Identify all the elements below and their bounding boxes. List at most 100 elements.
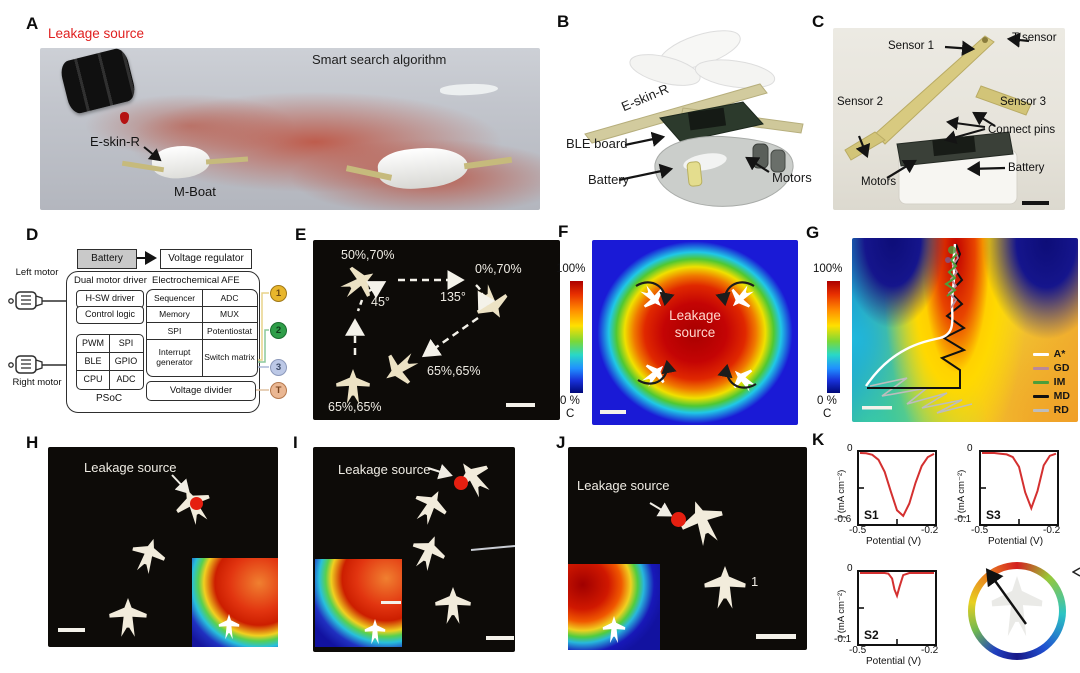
boat [405, 530, 452, 577]
s3-xtick-right: -0.2 [1043, 525, 1061, 536]
port-t: T [270, 382, 287, 399]
afe-divider-h3 [147, 339, 257, 341]
port-2: 2 [270, 322, 287, 339]
boat-2-strip-right [463, 156, 513, 170]
panel-e-photo: 50%,70% 0%,70% 45° 135° 65%,65% 65%,65% [313, 240, 560, 420]
voltage-regulator-box: Voltage regulator [160, 249, 252, 269]
legend-label: MD [1053, 390, 1070, 402]
panel-j-photo: Leakage source 1 [568, 447, 807, 650]
boat [125, 533, 170, 578]
path-rd [869, 377, 973, 414]
legend-label: RD [1053, 404, 1069, 416]
panel-g-heatmap: A* GD IM MD RD [852, 238, 1078, 422]
connect-pins-label: Connect pins [988, 124, 1056, 136]
leakage-dot [671, 512, 686, 527]
s2-curve [859, 572, 934, 644]
speed-annotation-bl: 65%,65% [328, 400, 382, 414]
afe-grid: Sequencer ADC Memory MUX SPI Potentiosta… [146, 289, 258, 377]
leakage-source-label-f-2: source [674, 325, 716, 340]
panel-i-photo: Leakage source [313, 447, 515, 652]
direction-color-wheel [968, 562, 1066, 660]
port-1: 1 [270, 285, 287, 302]
colorbar-g-top: 100% [813, 263, 843, 275]
legend-swatch [1032, 352, 1049, 356]
motors-label-c: Motors [861, 176, 897, 188]
boat [406, 483, 455, 532]
gpio-cell: GPIO [114, 356, 138, 366]
voltage-divider-box: Voltage divider [146, 381, 256, 401]
sensor2-label: Sensor 2 [837, 96, 884, 108]
oil-drop [120, 112, 129, 124]
panel-j-inset-heatmap [568, 564, 660, 650]
mboat-label: M-Boat [174, 184, 216, 199]
legend-swatch [1032, 380, 1049, 384]
colorbar-g-unit: C [823, 408, 832, 420]
leakage-source-label-i: Leakage source [338, 462, 431, 477]
legend-swatch [1032, 394, 1049, 398]
path-im [944, 253, 958, 297]
s1-ylabel: j (mA cm⁻²) [836, 469, 847, 518]
mux-cell: MUX [220, 309, 239, 319]
boat [602, 616, 626, 644]
scale-bar [486, 636, 514, 640]
panel-label-f: F [558, 222, 569, 241]
s1-curve [859, 452, 935, 524]
legend-label: IM [1053, 376, 1066, 388]
colorbar-f-bottom: 0 % [560, 395, 580, 407]
legend-swatch [1032, 408, 1049, 412]
scale-bar [506, 403, 535, 407]
control-logic-box: Control logic [76, 306, 144, 324]
colorbar-g [827, 281, 840, 393]
eskin-label-b: E-skin-R [619, 80, 671, 115]
s2-plot: S2 [857, 570, 937, 646]
path-gd [947, 249, 960, 309]
speed-annotation-mid: 65%,65% [427, 364, 481, 378]
panel-a-scene: Smart search algorithm E-skin-R M-Boat [40, 46, 540, 210]
boat-3-distant [439, 82, 499, 97]
panel-label-i: I [293, 433, 298, 452]
smart-search-label: Smart search algorithm [312, 52, 447, 67]
inset-scale-bar [381, 601, 401, 604]
leakage-source-label-j: Leakage source [577, 478, 670, 493]
panel-label-h: H [26, 433, 39, 452]
s1-xtick-right: -0.2 [921, 525, 939, 536]
panel-label-a: A [26, 14, 39, 33]
s3-ytick-top: 0 [967, 443, 973, 454]
ble-cell: BLE [84, 356, 102, 366]
leakage-source-label-f-1: Leakage [669, 308, 721, 323]
t-sensor-label: T sensor [1012, 32, 1057, 44]
boat [636, 357, 673, 394]
panel-label-b: B [557, 12, 570, 31]
s1-name: S1 [864, 508, 879, 522]
panel-f-heatmap: Leakage source [592, 240, 798, 425]
motors-label-b: Motors [772, 170, 812, 185]
psoc-grid: PWM SPI BLE GPIO CPU ADC [76, 334, 144, 390]
panel-label-d: D [26, 225, 39, 244]
s2-xtick-left: -0.5 [849, 645, 867, 656]
legend-label: GD [1053, 362, 1070, 374]
scale-bar [58, 628, 85, 632]
afe-divider-h1 [147, 306, 257, 308]
panel-c-photo: Sensor 1 T sensor Sensor 2 Sensor 3 Conn… [833, 28, 1065, 210]
path-astar [865, 243, 957, 387]
boat [364, 619, 386, 645]
leakage-dot [190, 497, 203, 510]
panel-label-g: G [806, 223, 820, 242]
leakage-source-label-h: Leakage source [84, 460, 177, 475]
legend-row: IM [1032, 375, 1070, 389]
s3-ylabel: j (mA cm⁻²) [956, 469, 967, 518]
s3-xtick-left: -0.5 [971, 525, 989, 536]
potentiostat-cell: Potentiostat [207, 326, 252, 336]
colorbar-g-bottom: 0 % [817, 395, 837, 407]
legend-row: MD [1032, 389, 1070, 403]
s1-xlabel: Potential (V) [866, 536, 922, 547]
right-motor-label: Right motor [12, 377, 62, 388]
battery-label-c: Battery [1008, 162, 1045, 174]
boat-number-label: 1 [751, 574, 759, 589]
s3-plot: S3 [979, 450, 1059, 526]
scale-bar [756, 634, 796, 639]
adc-cell-b: ADC [220, 293, 239, 303]
path-md [867, 243, 967, 389]
oil-barrel [58, 46, 138, 116]
